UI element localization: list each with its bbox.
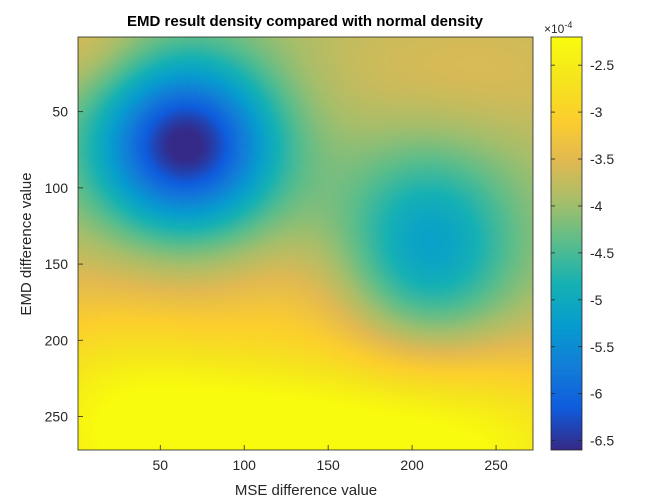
y-tick-label: 200 xyxy=(45,332,69,348)
colorbar-ticks: -2.5 -3 -3.5 -4 -4.5 -5 -5.5 -6 -6.5 xyxy=(551,57,614,449)
y-tick-label: 50 xyxy=(52,104,68,120)
x-axis-ticks: 50 100 150 200 250 xyxy=(152,445,508,473)
y-tick-label: 250 xyxy=(45,408,69,424)
y-tick-label: 100 xyxy=(45,180,69,196)
colorbar-tick-label: -6.5 xyxy=(590,433,614,449)
colorbar-tick-label: -3.5 xyxy=(590,151,614,167)
heatmap-plot xyxy=(77,36,534,451)
x-tick-label: 100 xyxy=(233,457,257,473)
colorbar-tick-label: -6 xyxy=(590,386,603,402)
colorbar-gradient xyxy=(551,37,582,450)
colorbar-tick-label: -3 xyxy=(590,104,603,120)
colorbar-tick-label: -4.5 xyxy=(590,245,614,261)
colorbar-tick-label: -5.5 xyxy=(590,339,614,355)
plot-frame xyxy=(77,36,534,451)
colorbar-tick-label: -4 xyxy=(590,198,603,214)
x-tick-label: 250 xyxy=(484,457,508,473)
chart-title: EMD result density compared with normal … xyxy=(127,13,484,30)
y-axis-ticks: 50 100 150 200 250 xyxy=(45,104,83,424)
y-tick-label: 150 xyxy=(45,256,69,272)
heatmap-image xyxy=(78,37,533,450)
colorbar-tick-label: -5 xyxy=(590,292,603,308)
colorbar-tick-label: -2.5 xyxy=(590,57,614,73)
colorbar-frame xyxy=(550,36,583,451)
x-axis-label: MSE difference value xyxy=(235,482,377,499)
colorbar-exponent: ×10-4 xyxy=(544,20,572,36)
x-tick-label: 150 xyxy=(316,457,340,473)
colorbar-exponent-base: ×10 xyxy=(544,22,565,36)
y-axis-label: EMD difference value xyxy=(18,172,35,315)
colorbar-exponent-power: -4 xyxy=(564,20,572,30)
colorbar: -2.5-3-3.5-4-4.5-5-5.5-6-6.5 ×10-4 xyxy=(544,20,614,451)
x-tick-label: 50 xyxy=(152,457,168,473)
x-tick-label: 200 xyxy=(400,457,424,473)
